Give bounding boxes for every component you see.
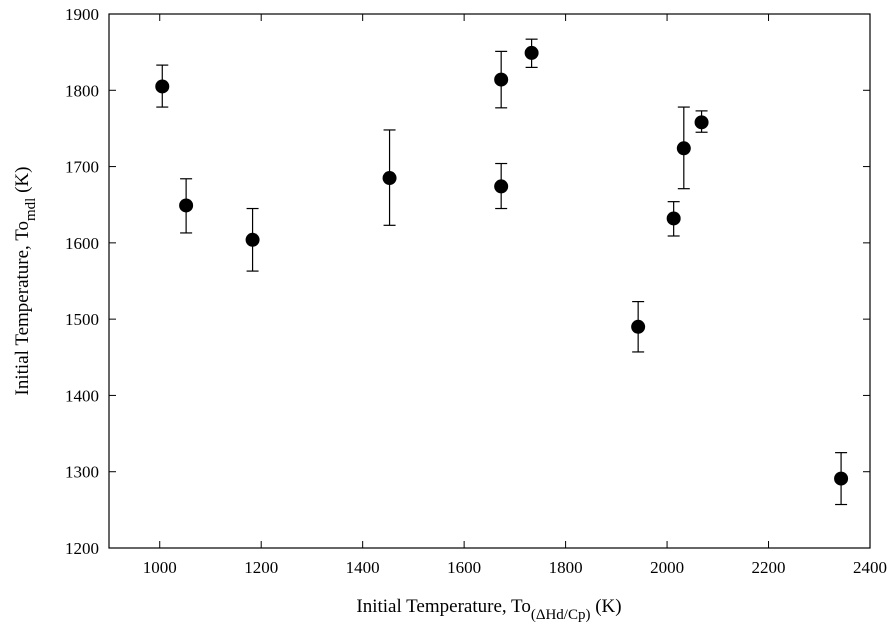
data-point [694,115,709,130]
y-tick-label: 1500 [65,310,99,329]
y-tick-label: 1400 [65,386,99,405]
x-axis-title-subscript: (ΔHd/Cp) [531,607,591,623]
data-point [666,211,681,226]
y-axis-title-subscript: mdl [23,198,39,221]
data-point [382,171,397,186]
y-axis-title-unit: (K) [12,167,33,198]
data-point [524,45,539,60]
y-axis-title-main: Initial Temperature, To [12,221,33,395]
y-tick-label: 1300 [65,463,99,482]
x-tick-label: 1800 [549,558,583,577]
x-tick-label: 2000 [650,558,684,577]
y-tick-label: 1700 [65,158,99,177]
y-tick-label: 1200 [65,539,99,558]
data-point [494,72,509,87]
plot-frame [108,13,871,549]
data-point [494,179,509,194]
x-tick-label: 2200 [752,558,786,577]
x-axis-title: Initial Temperature, To(ΔHd/Cp) (K) [356,596,621,623]
data-point [179,198,194,213]
data-points [155,45,849,486]
data-point [245,232,260,247]
y-axis-title: Initial Temperature, Tomdl (K) [12,167,39,396]
data-point [834,471,849,486]
tick-labels: 1000 1200 1400 1600 1800 2000 2200 2400 1200 1300… [65,5,887,577]
x-tick-label: 1600 [447,558,481,577]
y-tick-label: 1600 [65,234,99,253]
data-point [631,319,646,334]
x-tick-label: 1000 [143,558,177,577]
error-bars [156,38,848,506]
data-point [155,79,170,94]
x-axis-title-main: Initial Temperature, To [356,596,530,617]
y-tick-label: 1800 [65,81,99,100]
y-tick-label: 1900 [65,5,99,24]
data-point [676,141,691,156]
x-tick-label: 1400 [346,558,380,577]
axis-ticks [109,13,871,549]
x-axis-title-unit: (K) [590,596,621,617]
x-tick-label: 2400 [853,558,887,577]
x-tick-label: 1200 [244,558,278,577]
